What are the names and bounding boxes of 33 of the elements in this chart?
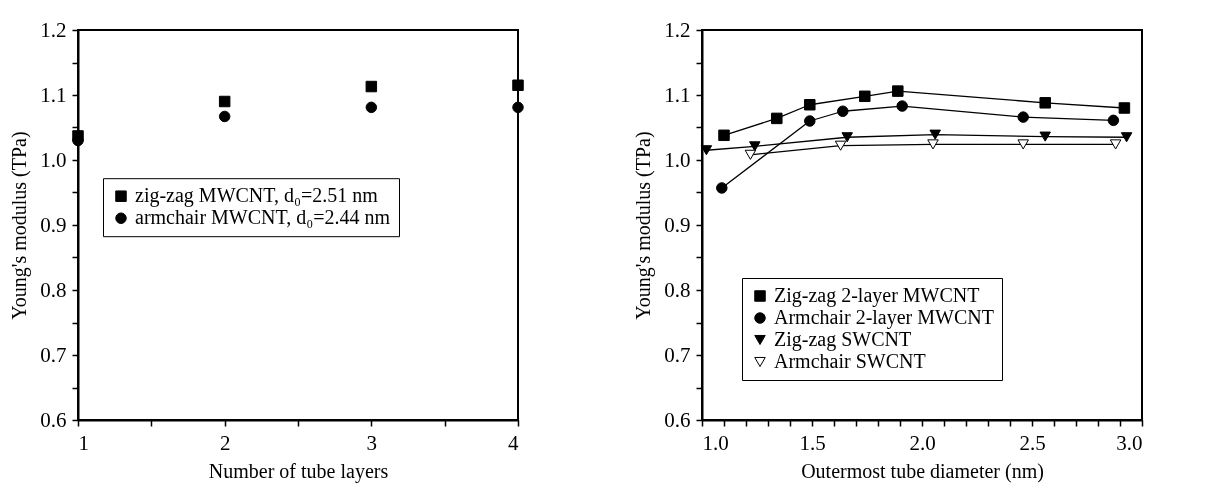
y-tick-label: 0.7 bbox=[40, 342, 67, 367]
y-tick-label: 1.1 bbox=[40, 82, 67, 107]
x-tick-label: 1.0 bbox=[702, 430, 729, 455]
x-tick-label: 1 bbox=[78, 430, 89, 455]
y-tick-label: 1.1 bbox=[664, 82, 691, 107]
legend-label: Zig-zag 2-layer MWCNT bbox=[774, 284, 980, 307]
y-axis-title: Young's modulus (TPa) bbox=[8, 131, 32, 320]
legend-label: armchair MWCNT, d₀=2.44 nm bbox=[135, 206, 391, 229]
x-tick-label: 4 bbox=[508, 430, 519, 455]
legend-label: Zig-zag SWCNT bbox=[774, 328, 912, 351]
x-tick-label: 2.0 bbox=[909, 430, 936, 455]
y-tick-label: 0.7 bbox=[664, 342, 691, 367]
y-axis-title: Young's modulus (TPa) bbox=[632, 131, 656, 320]
y-tick-label: 0.6 bbox=[664, 407, 691, 432]
y-tick-label: 0.6 bbox=[40, 407, 67, 432]
x-tick-label: 2 bbox=[219, 430, 231, 455]
y-tick-label: 1.2 bbox=[664, 17, 691, 42]
y-tick-label: 1.2 bbox=[40, 17, 67, 42]
x-tick-label: 1.5 bbox=[799, 430, 826, 455]
x-axis-title: Number of tube layers bbox=[208, 459, 389, 483]
x-axis-title: Outermost tube diameter (nm) bbox=[801, 459, 1044, 483]
x-tick-label: 3 bbox=[366, 430, 378, 455]
legend-label: Armchair SWCNT bbox=[774, 350, 926, 372]
y-tick-label: 1.0 bbox=[664, 147, 691, 172]
y-tick-label: 0.9 bbox=[664, 212, 691, 237]
x-tick-label: 2.5 bbox=[1019, 430, 1046, 455]
y-tick-label: 1.0 bbox=[40, 147, 67, 172]
y-tick-label: 0.8 bbox=[664, 277, 691, 302]
y-tick-label: 0.8 bbox=[40, 277, 67, 302]
y-tick-label: 0.9 bbox=[40, 212, 67, 237]
legend-label: Armchair 2-layer MWCNT bbox=[774, 306, 994, 329]
x-tick-label: 3.0 bbox=[1116, 430, 1143, 455]
legend-label: zig-zag MWCNT, d₀=2.51 nm bbox=[135, 184, 379, 208]
